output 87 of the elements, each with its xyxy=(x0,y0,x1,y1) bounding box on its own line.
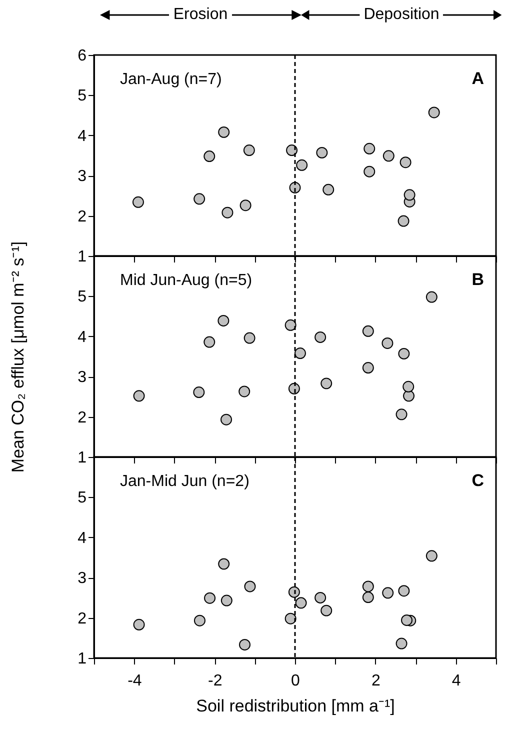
point xyxy=(222,206,234,218)
point xyxy=(288,586,300,598)
y-tick-label: 4 xyxy=(78,530,87,547)
point xyxy=(316,146,328,158)
y-tick-label: 2 xyxy=(78,409,87,426)
point xyxy=(398,348,410,360)
point xyxy=(362,325,374,337)
point xyxy=(382,587,394,599)
annotation: C xyxy=(472,471,484,490)
annotation: Jan-Aug (n=7) xyxy=(120,71,222,88)
point xyxy=(382,338,394,349)
point xyxy=(218,314,230,326)
annotation: A xyxy=(472,69,484,88)
point xyxy=(220,594,232,606)
point xyxy=(426,291,438,303)
point xyxy=(322,184,334,196)
y-tick-label: 3 xyxy=(78,369,87,386)
point xyxy=(404,189,416,201)
x-tick-label: 2 xyxy=(371,672,380,690)
point xyxy=(204,150,216,162)
text: Deposition xyxy=(362,6,440,24)
point xyxy=(133,618,145,630)
point xyxy=(194,614,206,626)
point xyxy=(296,159,308,171)
point xyxy=(400,156,412,168)
point xyxy=(294,348,306,360)
point xyxy=(314,592,326,604)
point xyxy=(240,200,252,212)
point xyxy=(428,106,440,118)
annotation: Jan-Mid Jun (n=2) xyxy=(120,473,250,490)
y-tick-label: 4 xyxy=(78,128,87,145)
point xyxy=(238,386,250,398)
point xyxy=(364,142,376,154)
point xyxy=(362,580,374,592)
point xyxy=(362,362,374,374)
point xyxy=(284,612,296,624)
point xyxy=(402,380,414,392)
y-tick-label: 5 xyxy=(78,490,87,507)
point xyxy=(132,196,144,208)
point xyxy=(396,408,408,420)
point xyxy=(398,215,410,227)
point xyxy=(204,336,216,348)
point xyxy=(396,638,408,650)
point xyxy=(220,414,232,426)
text: Erosion xyxy=(172,6,229,24)
x-tick-label: 0 xyxy=(291,672,300,690)
point xyxy=(193,386,205,398)
point xyxy=(286,144,298,156)
point xyxy=(218,126,230,138)
y-tick-label: 2 xyxy=(78,610,87,628)
point xyxy=(284,319,296,331)
y-tick-label: 2 xyxy=(78,208,87,226)
annotation: B xyxy=(472,270,484,289)
annotation: Mid Jun-Aug (n=5) xyxy=(120,272,252,289)
point xyxy=(204,592,216,604)
point xyxy=(133,390,145,402)
y-tick-label: 4 xyxy=(78,328,87,346)
x-axis-title: Soil redistribution [mm a⁻¹] xyxy=(196,696,395,716)
y-tick-label: 1 xyxy=(78,450,87,466)
y-tick-label: 5 xyxy=(78,88,87,105)
point xyxy=(194,193,206,205)
point xyxy=(426,550,438,562)
point xyxy=(320,378,332,390)
point xyxy=(239,639,250,650)
y-tick-label: 3 xyxy=(78,168,87,186)
point xyxy=(314,331,326,343)
point xyxy=(218,558,230,570)
point xyxy=(295,597,307,609)
x-tick-label: -2 xyxy=(208,672,222,690)
x-tick-label: 4 xyxy=(452,672,461,690)
y-tick-label: 1 xyxy=(78,650,87,668)
point xyxy=(403,390,415,402)
y-tick-label: 5 xyxy=(78,288,87,306)
point xyxy=(398,585,410,597)
y-axis-title: Mean CO₂ efflux [μmol m⁻² s⁻¹] xyxy=(8,241,28,473)
point xyxy=(244,332,256,344)
y-tick-label: 3 xyxy=(78,570,87,588)
point xyxy=(382,150,394,162)
point xyxy=(244,580,256,592)
point xyxy=(364,166,376,178)
point xyxy=(401,614,412,626)
point xyxy=(320,604,332,616)
y-tick-label: 1 xyxy=(78,248,87,266)
point xyxy=(362,592,374,604)
point xyxy=(243,144,255,156)
x-tick-label: -4 xyxy=(128,672,142,690)
y-tick-label: 6 xyxy=(78,48,87,64)
